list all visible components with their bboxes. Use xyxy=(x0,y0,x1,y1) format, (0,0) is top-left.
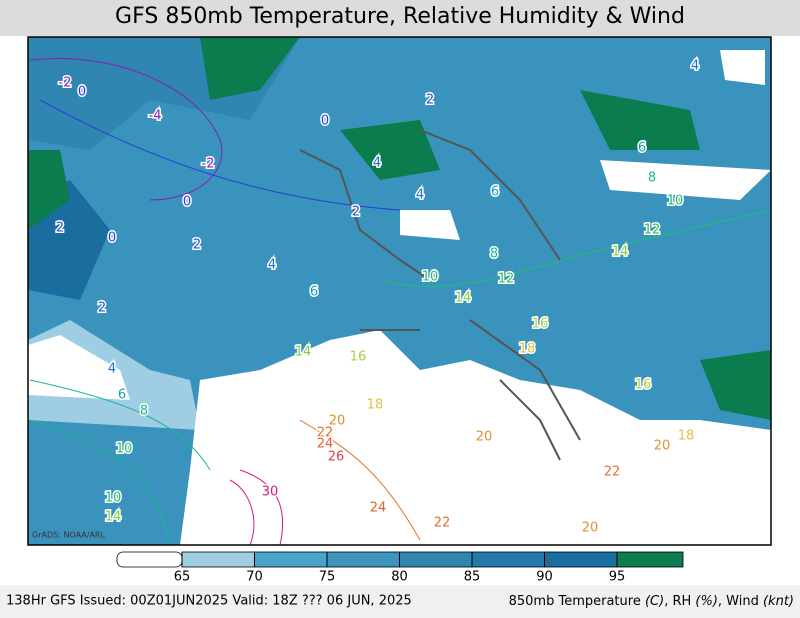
contour-label: 16 xyxy=(635,378,652,393)
colorbar-tick-label: 65 xyxy=(174,570,191,585)
contour-label: 8 xyxy=(140,404,148,419)
contour-label: 16 xyxy=(532,317,549,332)
colorbar-segment xyxy=(544,551,618,568)
contour-label: 2 xyxy=(193,238,201,253)
colorbar-tick-label: 70 xyxy=(246,570,263,585)
contour-label: 20 xyxy=(476,430,493,445)
contour-label: 20 xyxy=(329,414,346,429)
contour-label: 16 xyxy=(350,350,367,365)
footer-right-part: , RH xyxy=(664,594,695,609)
footer-right: 850mb Temperature (C), RH (%), Wind (knt… xyxy=(509,594,794,609)
contour-label: 14 xyxy=(455,291,472,306)
contour-label: 24 xyxy=(370,501,387,516)
contour-label: 14 xyxy=(105,510,122,525)
contour-label: 2 xyxy=(98,301,106,316)
contour-label: 22 xyxy=(604,465,621,480)
contour-label: 4 xyxy=(268,258,276,273)
contour-label: -4 xyxy=(149,109,162,124)
contour-label: 20 xyxy=(582,521,599,536)
contour-label: 2 xyxy=(352,205,360,220)
contour-label: 10 xyxy=(116,442,133,457)
contour-label: 30 xyxy=(262,485,279,500)
contour-label: 0 xyxy=(321,114,329,129)
colorbar-tick-label: 75 xyxy=(319,570,336,585)
contour-label: 18 xyxy=(519,342,536,357)
contour-label: 6 xyxy=(310,285,318,300)
contour-label: 6 xyxy=(118,388,126,403)
contour-label: 20 xyxy=(654,439,671,454)
contour-label: 10 xyxy=(105,491,122,506)
title-bar xyxy=(0,0,800,36)
contour-label: 14 xyxy=(612,245,629,260)
contour-label: 10 xyxy=(422,270,439,285)
contour-label: 18 xyxy=(678,429,695,444)
colorbar-segment xyxy=(471,551,545,568)
colorbar: 65 70 75 80 85 90 95 xyxy=(116,551,684,585)
footer-right-part: 850mb Temperature xyxy=(509,594,645,609)
footer-left: 138Hr GFS Issued: 00Z01JUN2025 Valid: 18… xyxy=(6,594,412,609)
contour-label: 26 xyxy=(328,450,345,465)
contour-label: 12 xyxy=(644,223,661,238)
contour-label: 10 xyxy=(667,194,684,209)
footer-right-part: , Wind xyxy=(718,594,763,609)
colorbar-segment xyxy=(116,551,183,568)
footer-right-part: (%) xyxy=(695,594,718,609)
contour-label: 6 xyxy=(638,141,646,156)
contour-label: 0 xyxy=(78,85,86,100)
contour-label: 6 xyxy=(491,185,499,200)
contour-label: 4 xyxy=(373,156,381,171)
colorbar-tick-label: 80 xyxy=(391,570,408,585)
colorbar-tick-label: 85 xyxy=(464,570,481,585)
colorbar-segment xyxy=(326,551,400,568)
colorbar-tick-label: 95 xyxy=(609,570,626,585)
colorbar-segment xyxy=(254,551,328,568)
contour-labels: -20-4-2000222224444666881010121214141416… xyxy=(54,57,700,537)
contour-label: 22 xyxy=(317,426,334,441)
contour-label: 14 xyxy=(295,345,312,360)
colorbar-segment xyxy=(181,551,255,568)
footer-bar xyxy=(0,585,800,618)
footer-right-part: (C) xyxy=(645,594,664,609)
contour-label: 24 xyxy=(317,437,334,452)
colorbar-tick-label: 90 xyxy=(536,570,553,585)
contour-label: -2 xyxy=(59,76,72,91)
contour-label: 2 xyxy=(426,93,434,108)
colorbar-segment xyxy=(616,551,684,568)
map: GrADS: NOAA/ARL xyxy=(27,36,772,546)
contour-label: 0 xyxy=(183,195,191,210)
contour-label: 4 xyxy=(691,59,699,74)
contour-label: 0 xyxy=(108,231,116,246)
contour-label: 18 xyxy=(367,398,384,413)
contour-label: 4 xyxy=(416,188,424,203)
colorbar-segment xyxy=(399,551,473,568)
contour-label: 22 xyxy=(434,516,451,531)
contour-label: 12 xyxy=(498,272,515,287)
contour-label: 4 xyxy=(108,362,116,377)
credit: GrADS: NOAA/ARL xyxy=(32,531,105,540)
title: GFS 850mb Temperature, Relative Humidity… xyxy=(115,4,685,29)
contour-label: 8 xyxy=(648,171,656,186)
contour-label: -2 xyxy=(202,157,215,172)
contour-label: 8 xyxy=(490,247,498,262)
footer-right-part: (knt) xyxy=(763,594,794,609)
contour-label: 2 xyxy=(56,221,64,236)
